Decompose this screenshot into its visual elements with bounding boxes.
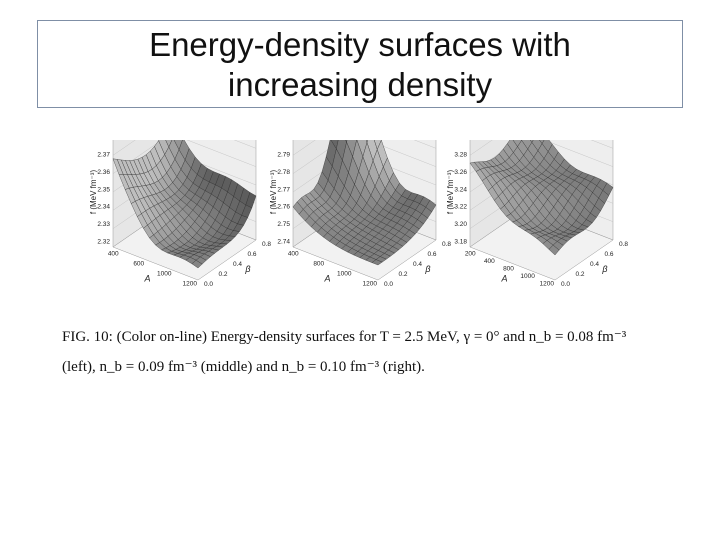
a-tick-label: 1200	[540, 280, 555, 287]
z-tick-label: 2.32	[97, 239, 110, 246]
z-tick-label: 3.20	[454, 221, 467, 228]
z-axis-label: f (MeV fm⁻³)	[269, 170, 278, 215]
a-tick-label: 400	[288, 251, 299, 258]
beta-tick-label: 0.8	[442, 241, 451, 248]
surface-cell	[371, 259, 383, 266]
z-tick-label: 3.30	[454, 140, 467, 141]
z-axis-label: f (MeV fm⁻³)	[446, 170, 455, 215]
z-tick-label: 2.79	[277, 151, 290, 158]
beta-tick-label: 0.0	[384, 281, 393, 288]
beta-tick-label: 0.4	[233, 261, 242, 268]
beta-tick-label: 0.4	[413, 261, 422, 268]
beta-tick-label: 0.2	[576, 271, 585, 278]
beta-tick-label: 0.4	[590, 261, 599, 268]
a-tick-label: 800	[313, 261, 324, 268]
title-box: Energy-density surfaces with increasing …	[37, 20, 683, 108]
z-tick-label: 2.76	[277, 204, 290, 211]
wall-grid	[112, 140, 257, 156]
z-tick-label: 2.34	[97, 204, 110, 211]
beta-tick-label: 0.0	[204, 281, 213, 288]
a-tick-label: 1200	[363, 280, 378, 287]
beta-tick-label: 0.0	[561, 281, 570, 288]
z-tick-label: 2.78	[277, 169, 290, 176]
wall-grid	[292, 140, 437, 174]
a-axis-label: A	[323, 274, 330, 284]
z-axis-label: f (MeV fm⁻³)	[89, 170, 98, 215]
surface-plot: 2.38 2.37 2.36 2.35 2.34 2.33 2.32 f (MeV fm⁻³)…	[89, 140, 271, 288]
surface-cell	[191, 260, 203, 269]
beta-tick-label: 0.6	[248, 251, 257, 258]
surface-cell	[539, 140, 545, 144]
z-tick-label: 2.74	[277, 239, 290, 246]
a-tick-label: 600	[133, 261, 144, 268]
a-tick-label: 800	[503, 266, 514, 273]
wall-grid	[292, 140, 437, 156]
surface-cell	[365, 140, 369, 144]
beta-axis-label: β	[424, 264, 430, 274]
z-tick-label: 2.77	[277, 186, 290, 193]
beta-tick-label: 0.2	[399, 271, 408, 278]
z-tick-label: 3.28	[454, 151, 467, 158]
a-tick-label: 400	[108, 251, 119, 258]
z-tick-label: 2.36	[97, 169, 110, 176]
title: Energy-density surfaces with increasing …	[149, 26, 571, 103]
z-tick-label: 3.22	[454, 204, 467, 211]
beta-tick-label: 0.2	[219, 271, 228, 278]
a-axis-label: A	[500, 274, 507, 284]
surface-cell	[529, 140, 534, 143]
a-tick-label: 1200	[183, 280, 198, 287]
a-tick-label: 1000	[157, 270, 172, 277]
figures: 2.38 2.37 2.36 2.35 2.34 2.33 2.32 f (MeV fm⁻³)…	[89, 140, 628, 288]
a-axis-label: A	[143, 274, 150, 284]
beta-tick-label: 0.8	[619, 241, 628, 248]
wall-grid	[469, 140, 614, 156]
z-tick-label: 3.18	[454, 239, 467, 246]
surface-cell	[548, 244, 560, 256]
a-tick-label: 1000	[520, 273, 535, 280]
beta-axis-label: β	[244, 264, 250, 274]
surface-plot: 3.30 3.28 3.26 3.24 3.22 3.20 3.18 f (MeV fm⁻³)…	[446, 140, 628, 288]
surface-plot: 2.80 2.79 2.78 2.77 2.76 2.75 2.74 f (MeV fm⁻³)…	[269, 140, 451, 288]
beta-tick-label: 0.6	[428, 251, 437, 258]
z-tick-label: 2.33	[97, 221, 110, 228]
beta-axis-label: β	[601, 264, 607, 274]
z-tick-label: 3.24	[454, 186, 467, 193]
beta-tick-label: 0.6	[605, 251, 614, 258]
caption-line: FIG. 10: (Color on-line) Energy-density …	[62, 329, 627, 345]
beta-tick-label: 0.8	[262, 241, 271, 248]
z-tick-label: 2.37	[97, 151, 110, 158]
z-tick-label: 2.35	[97, 186, 110, 193]
a-tick-label: 1000	[337, 270, 352, 277]
caption-line: (left), n_b = 0.09 fm⁻³ (middle) and n_b…	[62, 359, 425, 375]
z-tick-label: 2.38	[97, 140, 110, 141]
caption: FIG. 10: (Color on-line) Energy-density …	[62, 322, 692, 382]
z-tick-label: 2.80	[277, 140, 290, 141]
a-tick-label: 400	[484, 258, 495, 265]
a-tick-label: 200	[465, 251, 476, 258]
z-tick-label: 3.26	[454, 169, 467, 176]
z-tick-label: 2.75	[277, 221, 290, 228]
